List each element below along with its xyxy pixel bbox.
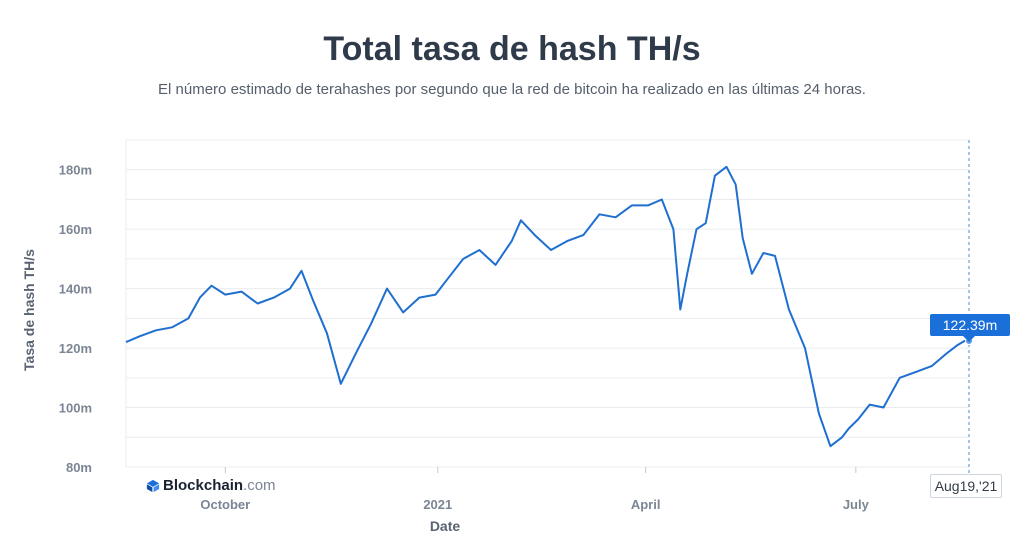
- x-tick-label: October: [200, 497, 250, 512]
- brand-domain: .com: [243, 477, 276, 494]
- x-tick-label: April: [631, 497, 661, 512]
- chart-subtitle: El número estimado de terahashes por seg…: [158, 81, 866, 98]
- y-axis-title: Tasa de hash TH/s: [21, 249, 37, 371]
- hash-rate-line: [125, 165, 969, 448]
- x-axis-title: Date: [430, 518, 461, 534]
- y-tick-label: 180m: [59, 163, 92, 178]
- y-tick-label: 100m: [59, 401, 92, 416]
- y-tick-label: 160m: [59, 222, 92, 237]
- blockchain-cube-icon: [146, 479, 160, 493]
- date-tooltip: Aug19,'21: [930, 474, 1002, 498]
- x-tick-label: 2021: [423, 497, 452, 512]
- y-tick-label: 140m: [59, 282, 92, 297]
- y-tick-label: 120m: [59, 341, 92, 356]
- chart-title: Total tasa de hash TH/s: [323, 30, 701, 68]
- value-tooltip: 122.39m: [930, 314, 1010, 342]
- x-tick-label: July: [843, 497, 870, 512]
- brand-name: Blockchain: [163, 477, 244, 494]
- brand-logo: Blockchain.com: [145, 477, 276, 494]
- y-tick-label: 80m: [66, 460, 92, 475]
